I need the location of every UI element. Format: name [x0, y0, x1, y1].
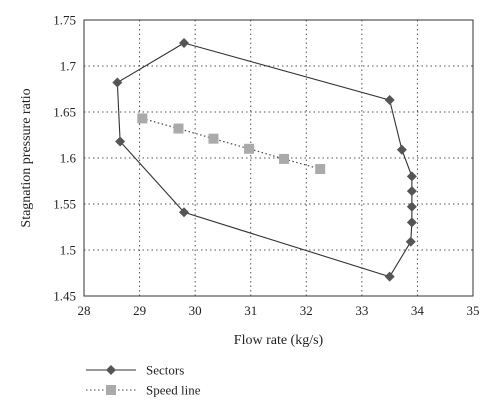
y-tick-label: 1.6 — [60, 151, 77, 166]
series-line-sectors — [116, 42, 413, 278]
point-speed-line — [315, 164, 326, 175]
x-axis-label: Flow rate (kg/s) — [234, 333, 324, 348]
y-tick-label: 1.7 — [60, 59, 77, 74]
point-sectors — [405, 236, 416, 247]
y-tick-label: 1.55 — [53, 197, 76, 212]
y-tick-labels: 1.45 1.5 1.55 1.6 1.65 1.7 1.75 — [53, 13, 76, 304]
x-tick-label: 31 — [244, 303, 257, 318]
series-line-speed-line — [142, 117, 321, 170]
legend: Sectors Speed line — [86, 363, 201, 398]
grid — [84, 20, 473, 296]
y-tick-label: 1.5 — [60, 243, 76, 258]
legend-marker-sectors — [106, 365, 116, 375]
point-speed-line — [137, 113, 148, 124]
x-tick-labels: 28 29 30 31 32 33 34 35 — [78, 303, 480, 318]
x-tick-label: 28 — [78, 303, 91, 318]
point-sectors — [179, 38, 190, 48]
point-speed-line — [244, 143, 255, 154]
y-tick-label: 1.65 — [53, 105, 76, 120]
legend-label-speed-line: Speed line — [146, 383, 201, 398]
x-tick-label: 35 — [467, 303, 480, 318]
x-tick-label: 33 — [355, 303, 368, 318]
x-tick-label: 32 — [300, 303, 313, 318]
y-tick-label: 1.75 — [53, 13, 76, 28]
point-sectors — [406, 201, 417, 212]
x-tick-label: 34 — [411, 303, 425, 318]
point-speed-line — [279, 153, 290, 164]
legend-label-sectors: Sectors — [146, 363, 184, 378]
point-sectors — [406, 217, 417, 228]
point-sectors — [384, 95, 395, 106]
x-tick-label: 29 — [133, 303, 146, 318]
series-layer — [112, 38, 417, 282]
y-axis-label: Stagnation pressure ratio — [19, 88, 34, 227]
point-speed-line — [173, 123, 184, 134]
point-sectors — [115, 136, 126, 147]
point-sectors — [396, 144, 407, 155]
point-speed-line — [208, 133, 219, 144]
x-tick-label: 30 — [189, 303, 202, 318]
point-sectors — [179, 207, 190, 218]
point-sectors — [384, 271, 395, 282]
point-sectors — [406, 171, 417, 182]
point-sectors — [406, 186, 417, 197]
plot-frame — [83, 19, 474, 297]
point-sectors — [112, 77, 123, 88]
y-tick-label: 1.45 — [53, 289, 76, 304]
legend-marker-speed-line — [106, 385, 116, 395]
